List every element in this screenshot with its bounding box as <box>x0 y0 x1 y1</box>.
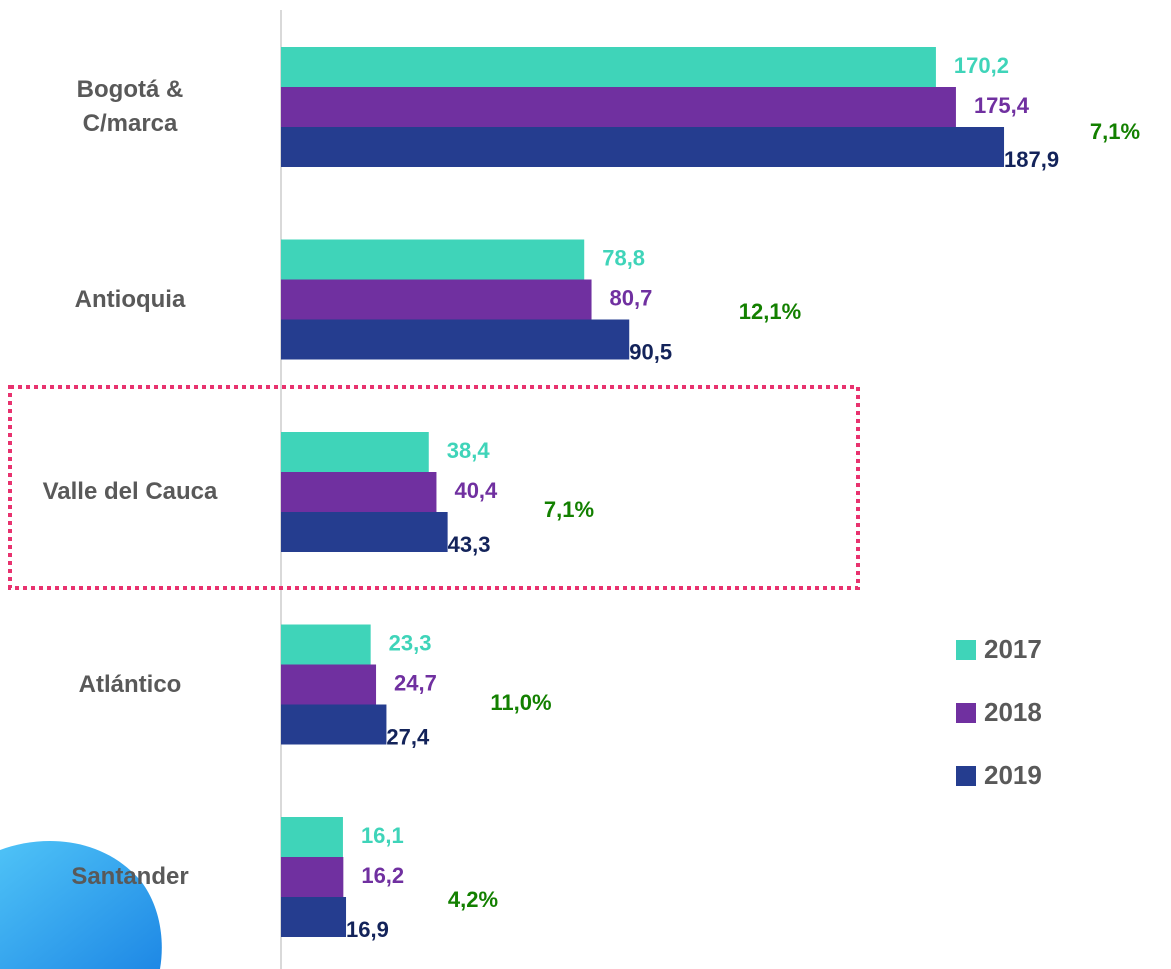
value-label: 27,4 <box>386 724 430 749</box>
value-label: 90,5 <box>629 339 672 364</box>
category-label: Antioquia <box>5 283 255 317</box>
growth-annotation: 4,2% <box>448 887 498 912</box>
bar <box>281 240 584 280</box>
growth-annotation: 11,0% <box>490 690 551 715</box>
category-label: Valle del Cauca <box>5 475 255 509</box>
value-label: 38,4 <box>447 438 491 463</box>
bar <box>281 320 629 360</box>
value-label: 78,8 <box>602 245 645 270</box>
bar <box>281 472 436 512</box>
bar <box>281 625 371 665</box>
category-label: Bogotá & C/marca <box>5 73 255 141</box>
bar <box>281 512 448 552</box>
bar <box>281 127 1004 167</box>
value-label: 40,4 <box>454 478 498 503</box>
value-label: 43,3 <box>448 532 491 557</box>
legend-swatch <box>956 703 976 723</box>
legend-label: 2018 <box>984 697 1042 727</box>
bar <box>281 87 956 127</box>
value-label: 80,7 <box>610 285 653 310</box>
bar <box>281 705 386 745</box>
legend-label: 2019 <box>984 760 1042 790</box>
legend-swatch <box>956 766 976 786</box>
category-label: Atlántico <box>5 668 255 702</box>
value-label: 16,1 <box>361 823 404 848</box>
growth-annotation: 12,1% <box>739 299 801 324</box>
growth-annotation: 7,1% <box>1090 119 1140 144</box>
legend-label: 2017 <box>984 634 1042 664</box>
growth-annotation: 7,1% <box>544 497 594 522</box>
bar <box>281 432 429 472</box>
value-label: 170,2 <box>954 53 1009 78</box>
value-label: 175,4 <box>974 93 1030 118</box>
value-label: 24,7 <box>394 670 437 695</box>
bar <box>281 897 346 937</box>
value-label: 23,3 <box>389 630 432 655</box>
value-label: 187,9 <box>1004 147 1059 172</box>
category-label: Santander <box>5 860 255 894</box>
legend-swatch <box>956 640 976 660</box>
bar <box>281 857 343 897</box>
bar <box>281 280 592 320</box>
bar <box>281 817 343 857</box>
bar <box>281 665 376 705</box>
page: 170,2 175,4 187,9 7,1% 78,8 80,7 90,5 12,1% 38,4… <box>0 0 1171 969</box>
value-label: 16,2 <box>361 863 404 888</box>
value-label: 16,9 <box>346 917 389 942</box>
bar <box>281 47 936 87</box>
